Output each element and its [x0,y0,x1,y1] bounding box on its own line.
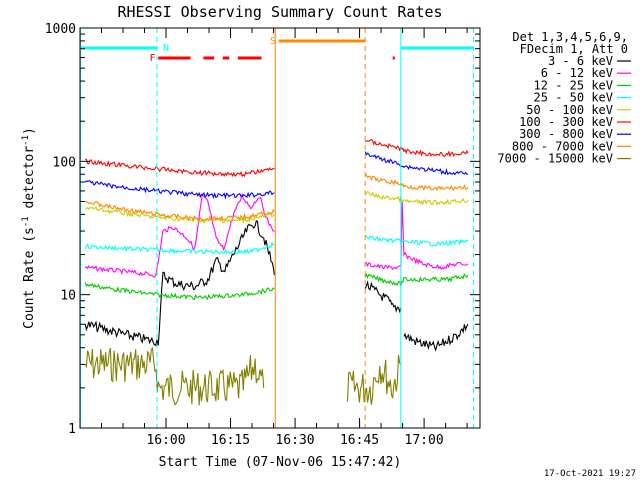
chart-title: RHESSI Observing Summary Count Rates [117,3,442,21]
legend-header-line1: Det 1,3,4,5,6,9, [512,30,628,44]
series-line-3-6-kev-seg1 [364,280,402,314]
x-tick-label-1: 16:15 [211,433,250,448]
legend-label-3: 25 - 50 keV [534,91,613,105]
series-line-3-6-kev-seg0 [84,220,275,347]
series-line-6-12-kev-seg1 [364,200,469,271]
y-tick-label-3: 1000 [45,22,76,37]
series-line-12-25-kev-seg1 [364,272,469,287]
series-line-25-50-kev-seg0 [84,242,275,255]
legend-label-4: 50 - 100 keV [526,103,613,117]
legend-label-2: 12 - 25 keV [534,78,613,92]
series-line-800-7000-kev-seg0 [85,201,275,222]
x-tick-label-2: 16:30 [275,433,314,448]
x-tick-label-3: 16:45 [340,433,379,448]
plot-frame [79,27,481,429]
legend-label-0: 3 - 6 keV [548,54,613,68]
series-line-300-800-kev-seg1 [364,151,469,176]
series-line-100-300-kev-seg1 [364,138,469,158]
series-line-800-7000-kev-seg1 [364,173,469,192]
series-line-100-300-kev-seg0 [85,158,275,178]
series-line-300-800-kev-seg0 [84,180,275,200]
y-axis-label: Count Rate (s-1 detector-1) [21,127,37,329]
series-line-50-100-kev-seg1 [364,190,469,207]
axes: 1 10 100 1000 16:00 16:15 16:30 16:45 17:00 [45,22,480,448]
legend-label-1: 6 - 12 keV [541,66,613,80]
legend-label-8: 7000 - 15000 keV [497,152,613,166]
legend-label-5: 100 - 300 keV [519,115,613,129]
series-layer [84,138,469,406]
flag-f-label-0: F [150,53,156,64]
flag-n-label-0: N [163,43,169,54]
series-line-25-50-kev-seg1 [364,234,469,247]
vertical-markers [79,28,475,428]
y-tick-label-0: 1 [68,422,76,437]
x-tick-label-0: 16:00 [146,433,185,448]
series-line-50-100-kev-seg0 [84,206,275,224]
series-line-7000-15000-kev-seg1 [346,354,402,405]
series-line-3-6-kev-seg2 [403,323,469,352]
y-tick-label-2: 100 [53,155,76,170]
flag-markers: NF S [80,36,474,64]
series-line-12-25-kev-seg0 [84,282,275,301]
series-line-6-12-kev-seg0 [84,192,275,278]
x-axis-label: Start Time (07-Nov-06 15:47:42) [159,455,402,470]
y-tick-label-1: 10 [60,289,76,304]
footer-timestamp: 17-Oct-2021 19:27 [544,469,636,479]
legend-label-6: 300 - 800 keV [519,127,613,141]
legend-header-line2: FDecim 1, Att 0 [520,42,628,56]
x-tick-label-4: 17:00 [405,433,444,448]
legend-label-7: 800 - 7000 keV [512,139,613,153]
flag-s-label-0: S [270,36,276,47]
legend: Det 1,3,4,5,6,9, FDecim 1, Att 0 3 - 6 k… [497,30,631,166]
series-line-7000-15000-kev-seg0 [84,346,265,406]
